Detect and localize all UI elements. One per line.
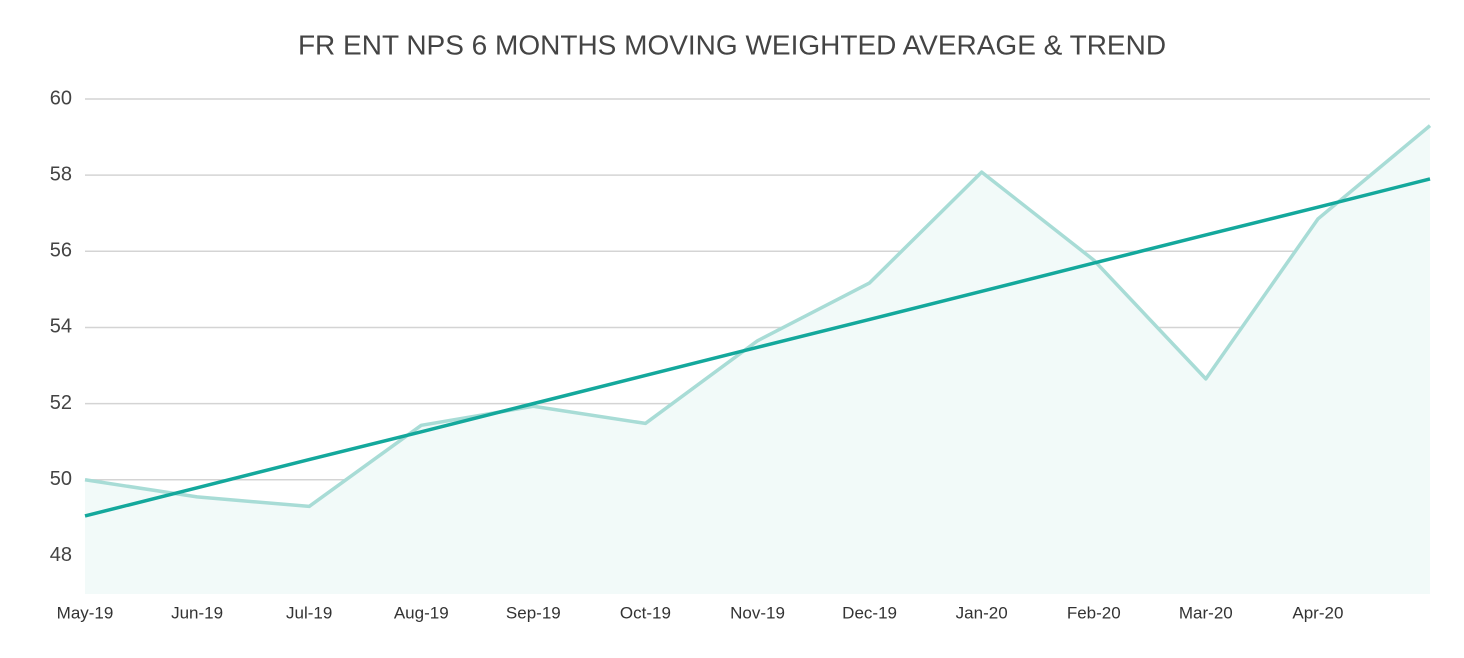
x-tick-label: Apr-20 <box>1292 603 1343 622</box>
x-tick-label: Jun-19 <box>171 603 223 622</box>
area <box>85 125 1430 595</box>
trend-line <box>84 177 1431 518</box>
y-tick-label: 48 <box>50 544 72 566</box>
x-tick-label: May-19 <box>57 603 114 622</box>
y-tick-label: 54 <box>50 316 72 338</box>
x-tick-label: Aug-19 <box>394 603 449 622</box>
x-tick-label: Mar-20 <box>1179 603 1233 622</box>
y-tick-label: 60 <box>50 87 72 109</box>
y-tick-label: 52 <box>50 392 72 414</box>
x-tick-label: Jul-19 <box>286 603 332 622</box>
x-tick-label: Sep-19 <box>506 603 561 622</box>
chart-title: FR ENT NPS 6 MONTHS MOVING WEIGHTED AVER… <box>298 29 1166 60</box>
x-tick-label: Nov-19 <box>730 603 785 622</box>
data-line <box>84 124 1432 509</box>
x-tick-label: Feb-20 <box>1067 603 1121 622</box>
x-tick-label: Dec-19 <box>842 603 897 622</box>
y-tick-label: 58 <box>50 163 72 185</box>
y-tick-label: 56 <box>50 240 72 262</box>
x-tick-label: Oct-19 <box>620 603 671 622</box>
x-tick-label: Jan-20 <box>956 603 1008 622</box>
y-tick-label: 50 <box>50 468 72 490</box>
